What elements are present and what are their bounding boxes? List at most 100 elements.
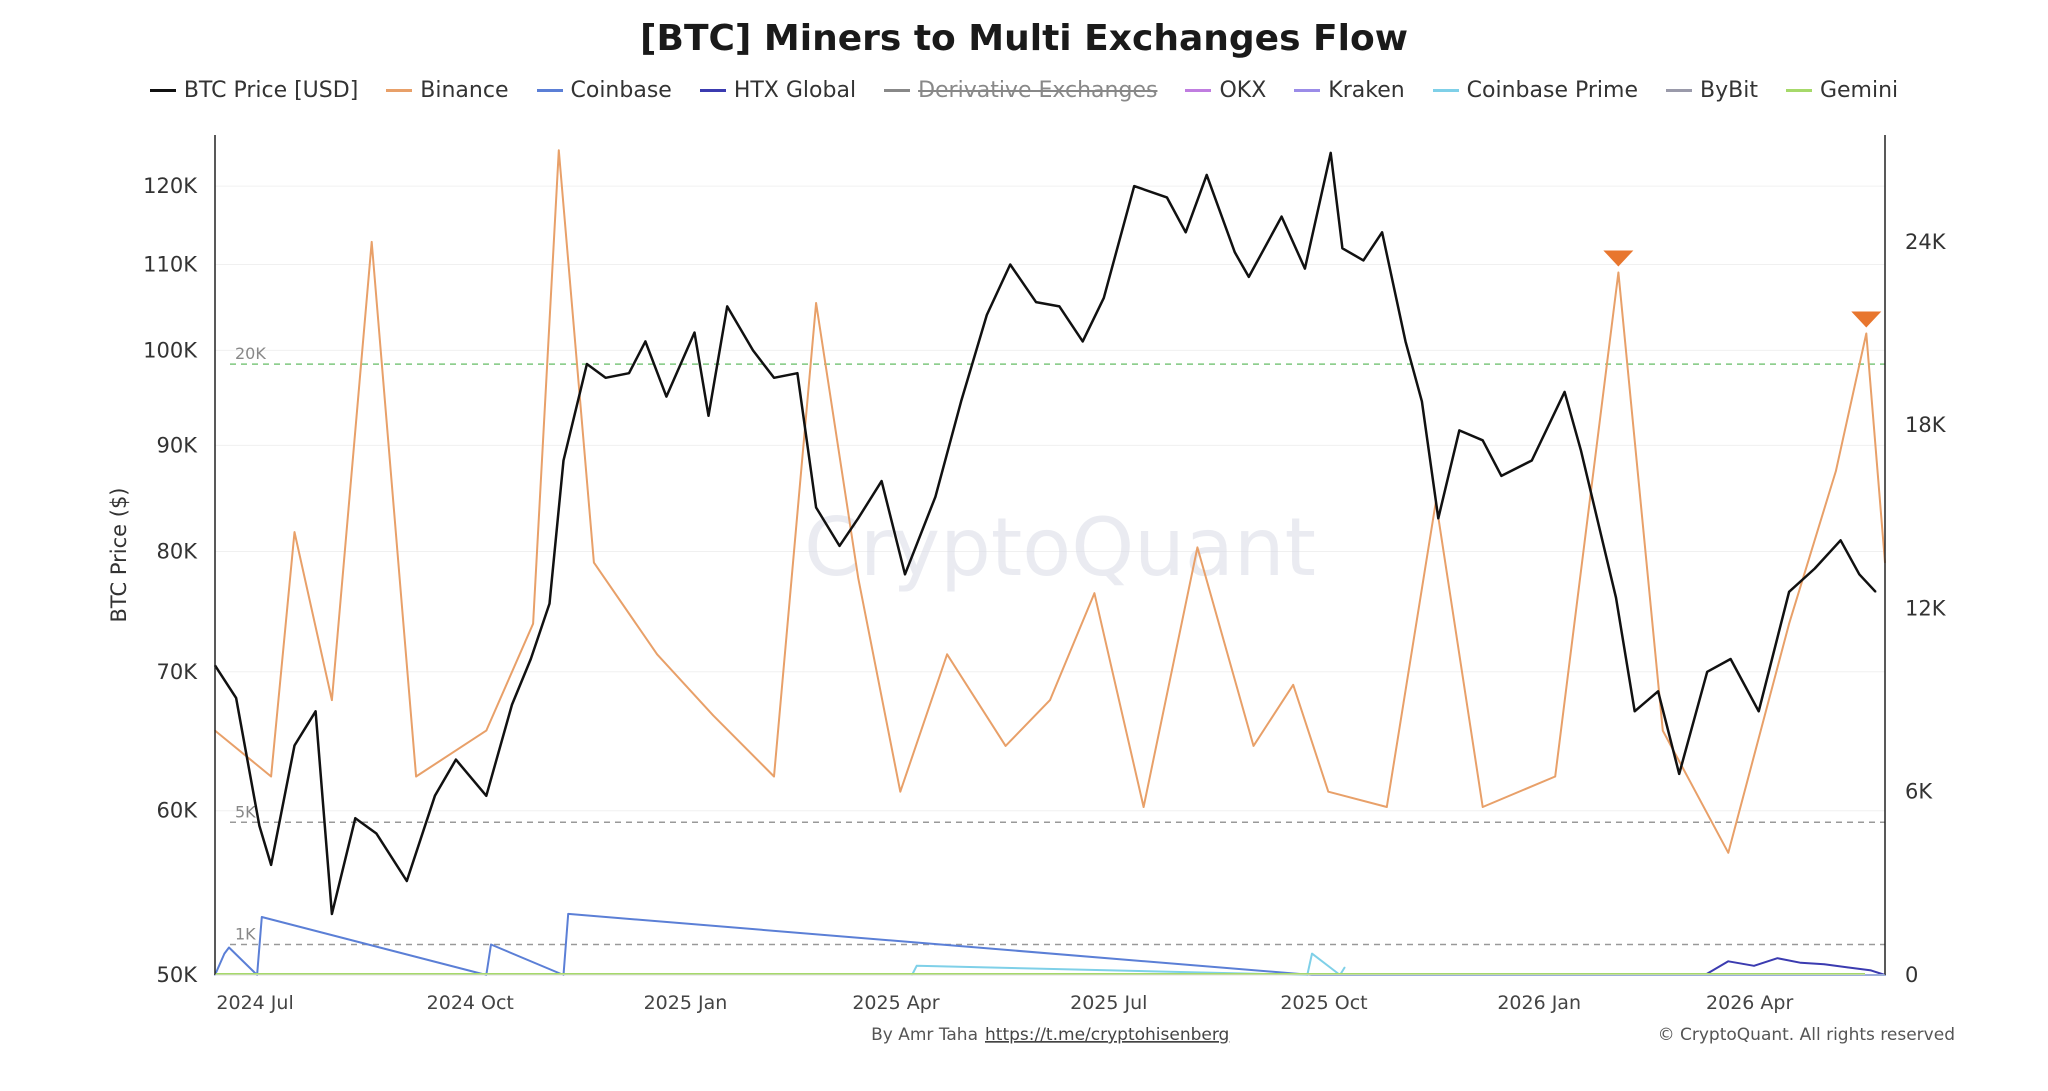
y-left-tick-label: 90K [157,433,199,457]
data-point-btc-price-usd [314,710,317,713]
legend-item-coinbase[interactable]: Coinbase [536,78,672,103]
data-point-btc-price-usd [293,744,296,747]
data-point-btc-price-usd [562,459,565,462]
data-point-btc-price-usd [1081,340,1084,343]
data-point-btc-price-usd [434,795,436,797]
data-point-btc-price-usd [665,395,668,398]
data-point-binance [1196,546,1199,549]
data-point-binance [1327,790,1330,793]
data-point-btc-price-usd [1481,439,1484,442]
data-point-binance [857,577,860,579]
x-tick-label: 2026 Jan [1497,992,1581,1014]
data-point-coinbase [490,943,492,946]
data-point-btc-price-usd [1058,305,1061,308]
data-point-btc-price-usd [1563,391,1566,393]
data-point-binance [899,790,902,793]
legend-item-bybit[interactable]: ByBit [1666,78,1758,103]
data-point-btc-price-usd [1788,590,1790,593]
data-point-binance [293,531,296,533]
data-point-btc-price-usd [1458,429,1461,432]
footer-link[interactable]: https://t.me/cryptohisenberg [985,1025,1229,1045]
legend-label: ByBit [1700,78,1758,103]
data-point-btc-price-usd [1362,259,1365,262]
data-point-binance [1835,470,1837,472]
data-point-btc-price-usd [1437,517,1440,520]
data-point-btc-price-usd [485,795,488,797]
data-point-btc-price-usd [1381,231,1383,234]
data-point-btc-price-usd [1858,573,1861,576]
data-point-coinbase [567,913,569,915]
data-point-btc-price-usd [1133,185,1136,187]
reference-label-1k: 1K [235,924,256,943]
legend-swatch [1432,89,1459,92]
legend-label: OKX [1219,78,1267,103]
data-point-btc-price-usd [815,506,817,509]
data-point-btc-price-usd [258,825,261,827]
data-point-htx-global [1823,963,1825,966]
footer-copyright: © CryptoQuant. All rights reserved [1658,1025,1955,1045]
y-right-tick-label: 0 [1905,963,1918,987]
data-point-binance [1727,852,1730,854]
data-point-btc-price-usd [644,340,647,343]
x-tick-label: 2024 Jul [216,992,293,1014]
data-point-binance [1662,729,1664,732]
data-point-btc-price-usd [331,913,333,915]
data-point-binance [1554,775,1557,778]
data-point-binance [815,302,817,304]
data-point-btc-price-usd [375,832,378,835]
annotation-marker-1 [1603,250,1634,267]
data-point-btc-price-usd [1009,263,1012,266]
reference-label-20k: 20K [235,344,266,363]
data-point-btc-price-usd [1329,152,1332,154]
data-point-coinbase-prime [915,965,918,967]
data-point-btc-price-usd [455,758,457,761]
legend-swatch [386,89,413,92]
data-point-btc-price-usd [838,545,841,547]
legend-label: Coinbase Prime [1466,78,1638,103]
data-point-btc-price-usd [586,363,588,365]
data-point-btc-price-usd [880,480,883,482]
y-left-tick-label: 110K [143,252,198,276]
legend-item-coinbase-prime[interactable]: Coinbase Prime [1432,78,1638,103]
data-point-btc-price-usd [405,880,408,882]
y-left-tick-label: 80K [157,539,199,563]
data-point-htx-global [1776,957,1779,959]
data-point-binance [1788,622,1790,625]
data-point-binance [1292,684,1295,686]
data-point-btc-price-usd [1404,340,1407,343]
legend-label: Derivative Exchanges [918,78,1158,103]
y-right-tick-label: 6K [1905,780,1933,804]
data-point-btc-price-usd [548,602,551,605]
legend-item-gemini[interactable]: Gemini [1785,78,1898,103]
data-point-binance [712,714,714,717]
legend-label: Binance [420,78,509,103]
data-point-btc-price-usd [1205,174,1208,176]
data-point-coinbase-prime [1343,966,1346,969]
data-point-btc-price-usd [693,331,696,334]
data-point-btc-price-usd [1304,267,1306,270]
data-point-btc-price-usd [960,400,962,403]
data-point-btc-price-usd [1102,297,1105,299]
data-point-binance [558,149,560,152]
data-point-btc-price-usd [986,314,988,316]
data-point-btc-price-usd [1615,596,1617,599]
legend-swatch [1785,89,1812,92]
data-point-btc-price-usd [1757,710,1760,713]
legend-item-htx-global[interactable]: HTX Global [699,78,856,103]
legend-item-binance[interactable]: Binance [386,78,509,103]
legend-label: Kraken [1328,78,1405,103]
data-point-btc-price-usd [1280,215,1283,218]
legend-item-btc-price-usd[interactable]: BTC Price [USD] [149,78,358,103]
data-point-btc-price-usd [726,305,729,308]
chart-title: [BTC] Miners to Multi Exchanges Flow [640,18,1408,59]
legend-item-okx[interactable]: OKX [1185,78,1266,103]
reference-label-5k: 5K [235,802,256,821]
data-point-btc-price-usd [1421,400,1423,403]
data-point-btc-price-usd [529,658,532,660]
legend-item-derivative-exchanges[interactable]: Derivative Exchanges [884,78,1157,103]
data-point-htx-global [1846,966,1849,969]
legend-item-kraken[interactable]: Kraken [1294,78,1405,103]
x-tick-label: 2024 Oct [427,992,514,1014]
data-point-btc-price-usd [857,517,860,520]
data-point-binance [1093,592,1096,594]
